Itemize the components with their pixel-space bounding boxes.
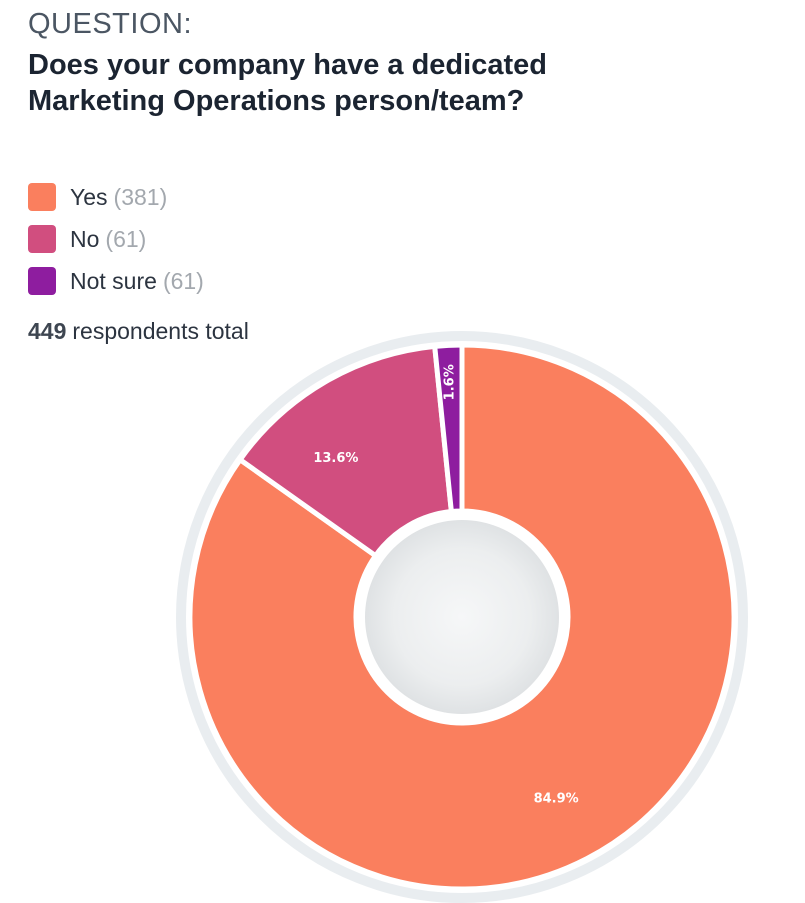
legend-count: (61) bbox=[162, 267, 204, 294]
legend-swatch-not-sure bbox=[28, 267, 56, 295]
total-label: respondents total bbox=[72, 318, 249, 344]
legend-swatch-yes bbox=[28, 183, 56, 211]
slice-not-sure[interactable] bbox=[432, 342, 465, 515]
total-number: 449 bbox=[28, 318, 67, 344]
legend-count: (381) bbox=[113, 183, 168, 210]
question-title: Does your company have a dedicated Marke… bbox=[28, 49, 547, 117]
legend-count: (61) bbox=[105, 225, 147, 252]
slice-label-no: 13.6% bbox=[313, 451, 358, 466]
legend-item-yes[interactable]: Yes (381) bbox=[28, 176, 204, 218]
legend-item-no[interactable]: No (61) bbox=[28, 218, 204, 260]
question-kicker: QUESTION: bbox=[28, 8, 193, 40]
legend: Yes (381) No (61) Not sure (61) bbox=[28, 176, 204, 302]
slice-no[interactable] bbox=[237, 343, 454, 559]
chart-slices bbox=[187, 342, 737, 892]
respondents-total: 449 respondents total bbox=[28, 318, 249, 345]
chart-slice-labels: 84.9% 13.6% 1.6% bbox=[313, 364, 578, 806]
legend-label: Yes bbox=[70, 183, 108, 210]
legend-item-not-sure[interactable]: Not sure (61) bbox=[28, 260, 204, 302]
chart-hole bbox=[365, 520, 559, 714]
slice-yes[interactable] bbox=[187, 342, 737, 892]
legend-label: Not sure bbox=[70, 267, 157, 294]
slice-label-not-sure: 1.6% bbox=[443, 364, 458, 400]
legend-swatch-no bbox=[28, 225, 56, 253]
slice-label-yes: 84.9% bbox=[534, 792, 579, 807]
legend-label: No bbox=[70, 225, 100, 252]
